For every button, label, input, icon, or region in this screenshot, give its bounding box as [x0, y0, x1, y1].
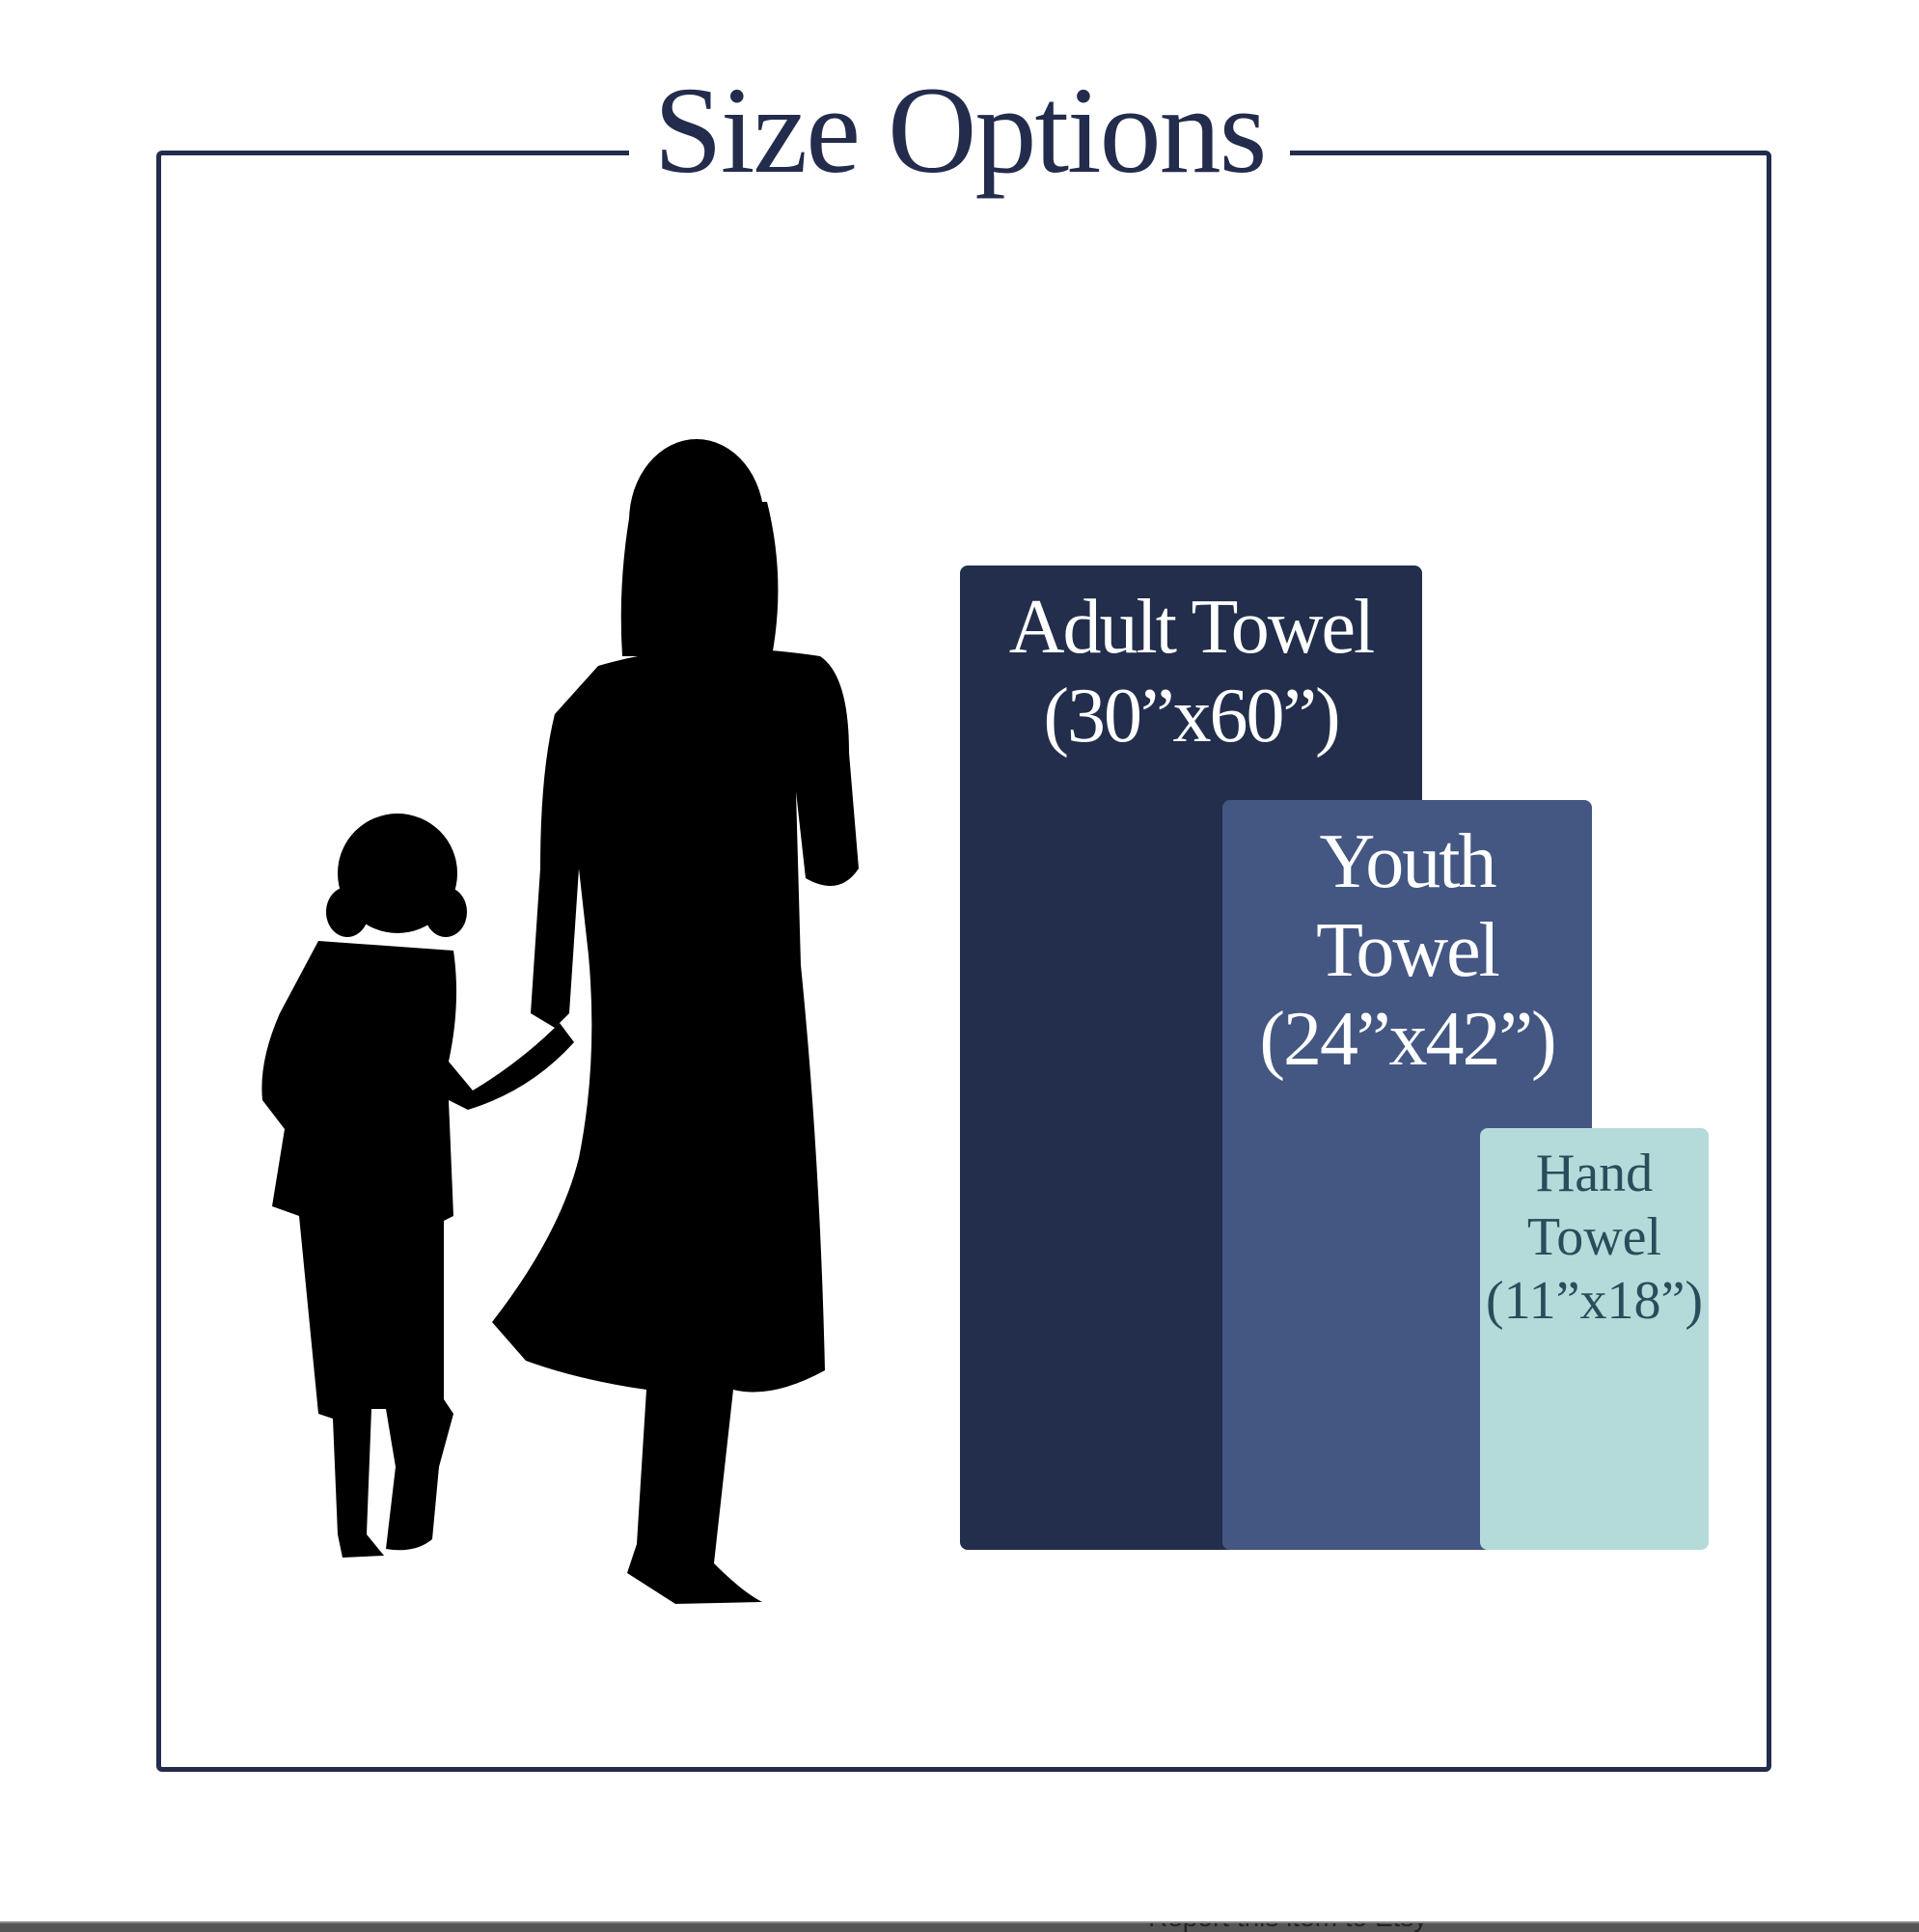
adult-towel-dimensions: (30”x60”): [1043, 674, 1340, 759]
hand-towel-block: Hand Towel (11”x18”): [1480, 1128, 1709, 1550]
hand-towel-dimensions: (11”x18”): [1486, 1271, 1703, 1331]
youth-towel-dimensions: (24”x42”): [1259, 997, 1556, 1082]
report-item-link[interactable]: Report this item to Etsy: [1148, 1923, 1427, 1932]
child-silhouette: [261, 814, 574, 1558]
title-row: Size Options: [0, 60, 1919, 202]
page-title: Size Options: [628, 62, 1291, 199]
youth-towel-label: Youth Towel: [1316, 819, 1500, 993]
page-footer: Report this item to Etsy: [0, 1921, 1919, 1932]
adult-towel-label: Adult Towel: [1008, 585, 1376, 670]
hand-towel-label: Hand Towel: [1526, 1144, 1662, 1267]
woman-silhouette: [492, 439, 859, 1604]
